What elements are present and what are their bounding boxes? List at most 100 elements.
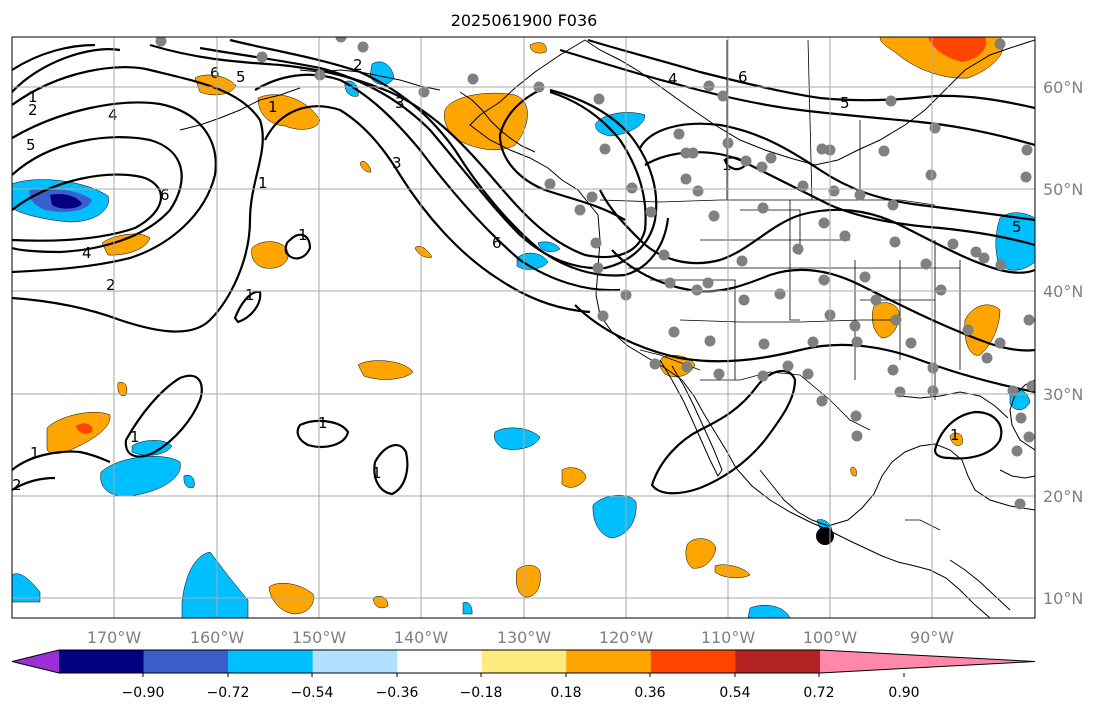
latitude-labels: 60°N 50°N 40°N 30°N 20°N 10°N <box>1043 78 1083 608</box>
colorbar-tick-label: −0.54 <box>291 685 334 701</box>
lon-label: 90°W <box>910 628 954 647</box>
colorbar-segment <box>735 650 821 673</box>
station-marker <box>658 249 670 261</box>
station-marker <box>927 362 939 374</box>
lon-label: 170°W <box>87 628 142 647</box>
station-marker <box>703 80 715 92</box>
station-marker <box>713 368 725 380</box>
station-marker <box>1023 431 1035 443</box>
station-marker <box>929 122 941 134</box>
station-marker <box>692 185 704 197</box>
contour-label: 6 <box>210 64 220 82</box>
contour-label: 5 <box>1012 218 1022 236</box>
contour-label: 1 <box>318 414 328 432</box>
station-marker <box>1026 380 1035 392</box>
lon-label: 140°W <box>394 628 449 647</box>
station-marker <box>544 178 556 190</box>
lat-label: 60°N <box>1043 78 1083 97</box>
station-marker <box>758 338 770 350</box>
station-marker <box>816 143 828 155</box>
station-marker <box>894 386 906 398</box>
contour-label: 1 <box>372 464 382 482</box>
colorbar-segment <box>650 650 736 673</box>
contour-label: 2 <box>12 476 22 494</box>
political-borders <box>599 39 961 531</box>
station-marker <box>664 277 676 289</box>
colorbar-tick-label: −0.90 <box>122 685 165 701</box>
station-marker <box>687 147 699 159</box>
station-marker <box>418 86 430 98</box>
colorbar-tick-label: −0.72 <box>207 685 250 701</box>
station-marker <box>757 202 769 214</box>
station-marker <box>850 410 862 422</box>
station-marker <box>590 237 602 249</box>
station-marker <box>256 51 268 63</box>
contour-label: 1 <box>722 156 732 174</box>
station-marker <box>807 336 819 348</box>
station-marker <box>802 368 814 380</box>
contour-label: 6 <box>738 68 748 86</box>
colorbar-tick-label: 0.54 <box>719 685 750 701</box>
station-marker <box>981 352 993 364</box>
station-marker <box>774 288 786 300</box>
station-marker <box>586 191 598 203</box>
colorbar-segments <box>11 649 1036 677</box>
station-marker <box>681 361 693 373</box>
station-marker <box>1014 498 1026 510</box>
station-marker <box>878 145 890 157</box>
lon-label: 110°W <box>701 628 756 647</box>
contour-label: 1 <box>950 426 960 444</box>
colorbar-tick-label: −0.36 <box>376 685 419 701</box>
lat-label: 10°N <box>1043 589 1083 608</box>
colorbar-tick-label: 0.18 <box>550 685 581 701</box>
station-marker <box>818 274 830 286</box>
station-marker <box>574 204 586 216</box>
colorbar-segment <box>312 650 398 673</box>
station-marker <box>927 385 939 397</box>
colorbar-tick-labels: −0.90 −0.72 −0.54 −0.36 −0.18 0.18 0.36 … <box>122 685 920 701</box>
station-marker <box>854 189 866 201</box>
station-marker <box>885 95 897 107</box>
contour-label: 1 <box>258 174 268 192</box>
contour-label: 1 <box>245 286 255 304</box>
colorbar-extend-min <box>12 650 59 673</box>
station-marker <box>645 206 657 218</box>
lat-label: 30°N <box>1043 385 1083 404</box>
station-marker <box>887 364 899 376</box>
station-marker <box>680 173 692 185</box>
colorbar: −0.90 −0.72 −0.54 −0.36 −0.18 0.18 0.36 … <box>11 649 1036 701</box>
lon-label: 150°W <box>292 628 347 647</box>
station-marker <box>828 185 840 197</box>
lat-label: 40°N <box>1043 282 1083 301</box>
station-marker <box>947 238 959 250</box>
colorbar-tick-label: 0.36 <box>634 685 665 701</box>
station-marker <box>593 93 605 105</box>
contour-label: 6 <box>160 186 170 204</box>
lon-label: 120°W <box>599 628 654 647</box>
station-marker <box>870 294 882 306</box>
colorbar-segment <box>59 650 145 673</box>
contour-label: 2 <box>353 56 363 74</box>
station-marker <box>995 259 1007 271</box>
station-marker <box>816 395 828 407</box>
contour-label: 1 <box>28 88 38 106</box>
station-marker <box>859 271 871 283</box>
station-marker <box>970 246 982 258</box>
station-marker <box>889 236 901 248</box>
station-marker <box>782 360 794 372</box>
contour-label: 5 <box>236 68 246 86</box>
colorbar-segment <box>566 650 652 673</box>
station-marker <box>765 152 777 164</box>
contour-label-group: 1 2 4 5 6 5 6 2 3 3 1 6 4 6 5 1 1 1 1 1 <box>12 56 1022 494</box>
station-marker <box>1020 171 1032 183</box>
contour-label: 4 <box>668 70 678 88</box>
gridlines <box>12 37 1035 618</box>
station-marker <box>1007 385 1019 397</box>
station-marker <box>1021 144 1033 156</box>
station-marker <box>890 314 902 326</box>
contour-label: 1 <box>268 98 278 116</box>
contour-label: 1 <box>130 428 140 446</box>
station-marker <box>994 337 1006 349</box>
station-marker <box>818 217 830 229</box>
station-marker <box>851 336 863 348</box>
